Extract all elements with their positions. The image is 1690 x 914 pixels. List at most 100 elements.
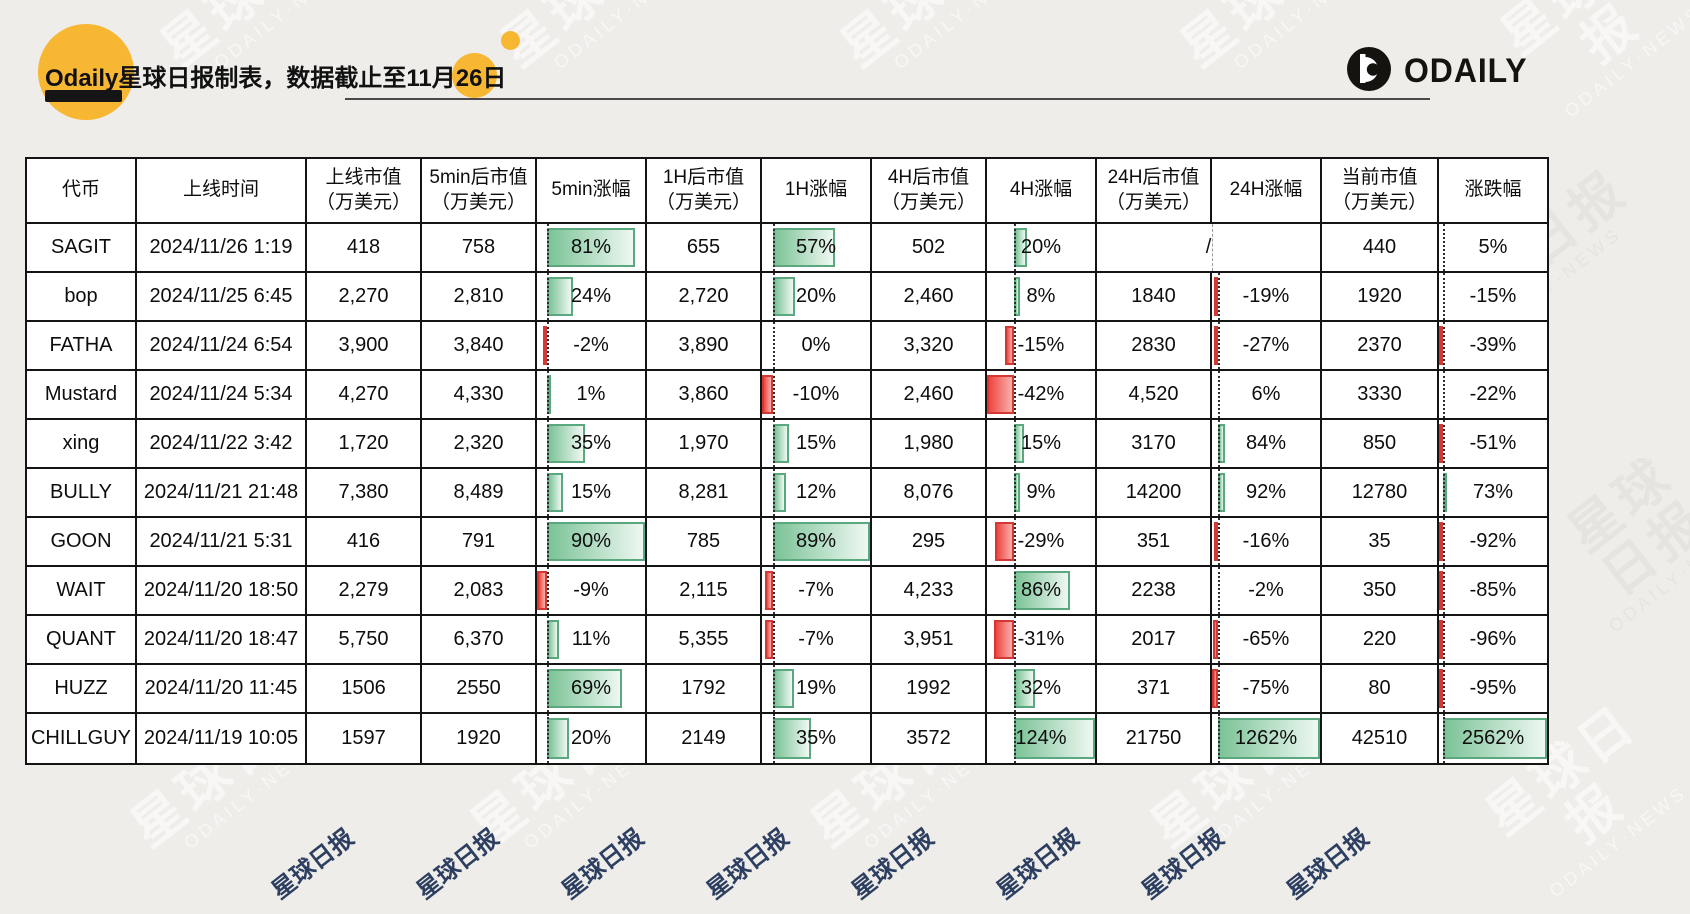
data-bar [1014,718,1095,759]
market-cap-cell: 3,951 [872,616,987,665]
pct-value: -31% [1017,628,1065,650]
market-cap-cell: 6,370 [422,616,537,665]
pct-cell: 6% [1212,371,1322,420]
pct-cell: 20% [987,224,1097,273]
databar-axis-line [1218,567,1221,614]
market-cap-cell: 2017 [1097,616,1212,665]
pct-value: 11% [571,628,611,650]
market-cap-cell: 4,270 [307,371,422,420]
data-bar [1214,326,1219,365]
launch-time-cell: 2024/11/22 3:42 [137,420,307,469]
data-bar [1014,571,1071,610]
databar-axis-line [1442,665,1445,712]
pct-cell: 5% [1439,224,1547,273]
pct-value: -65% [1242,628,1290,650]
column-header: 当前市值 （万美元） [1322,159,1439,224]
databar-axis-line [1442,224,1445,271]
data-bar [1439,669,1443,708]
market-cap-cell: 2370 [1322,322,1439,371]
data-bar [1004,326,1015,365]
pct-cell: 12% [762,469,872,518]
market-cap-cell: 2,460 [872,371,987,420]
market-cap-cell: 502 [872,224,987,273]
data-bar [772,228,836,267]
title-accent-circle [38,24,134,120]
databar-axis-line [1014,567,1017,614]
pct-value: 89% [795,530,837,552]
launch-time-cell: 2024/11/20 18:50 [137,567,307,616]
pct-cell: -15% [1439,273,1547,322]
market-cap-cell: 758 [422,224,537,273]
pct-cell: 86% [987,567,1097,616]
column-header: 代币 [27,159,137,224]
market-cap-cell: 3,900 [307,322,422,371]
pct-cell: -51% [1439,420,1547,469]
databar-axis-line [546,371,549,418]
pct-cell: 89% [762,518,872,567]
market-cap-cell: 3170 [1097,420,1212,469]
databar-axis-line [546,665,549,712]
databar-axis-line [772,469,775,516]
databar-axis-line [772,371,775,418]
databar-axis-line [1014,714,1017,763]
column-header: 上线时间 [137,159,307,224]
pct-value: 24% [570,285,612,307]
pct-cell: -10% [762,371,872,420]
data-bar [762,375,773,414]
pct-value: -29% [1017,530,1065,552]
data-bar [765,571,773,610]
market-cap-cell: 416 [307,518,422,567]
table-header-row: 代币 上线时间 上线市值 （万美元） 5min后市值 （万美元） 5min涨幅 1H后市值… [27,159,1547,224]
market-cap-cell: 850 [1322,420,1439,469]
databar-axis-line [772,322,775,369]
token-name-cell: QUANT [27,616,137,665]
market-cap-cell: 12780 [1322,469,1439,518]
data-bar [765,620,773,659]
accent-dot [501,31,520,50]
pct-value: -27% [1242,334,1290,356]
pct-cell: -19% [1212,273,1322,322]
data-bar [1439,620,1443,659]
page-header: Odaily星球日报制表，数据截止至11月26日 ODAILY [0,0,1690,130]
pct-cell: -95% [1439,665,1547,714]
pct-cell: -39% [1439,322,1547,371]
market-cap-cell: 1840 [1097,273,1212,322]
pct-value: 19% [795,677,837,699]
pct-cell: 1% [537,371,647,420]
databar-axis-line [1014,273,1017,320]
table-row: Mustard 2024/11/24 5:34 4,270 4,330 1% 3,860 -… [27,371,1547,420]
pct-value: -39% [1469,334,1517,356]
databar-axis-line [772,665,775,712]
pct-cell: 1262% [1212,714,1322,763]
market-cap-cell: 2,810 [422,273,537,322]
table-row: HUZZ 2024/11/20 11:45 1506 2550 69% 1792 19% 19… [27,665,1547,714]
databar-axis-line [1218,273,1221,320]
pct-cell: -16% [1212,518,1322,567]
pct-cell: 57% [762,224,872,273]
market-cap-cell: 2,320 [422,420,537,469]
databar-axis-line [1218,665,1221,712]
market-cap-cell: 3,890 [647,322,762,371]
pct-value: -16% [1242,530,1290,552]
market-cap-cell: 371 [1097,665,1212,714]
databar-axis-line [772,567,775,614]
pct-value: 20% [795,285,837,307]
pct-value: 32% [1020,677,1062,699]
token-name-cell: GOON [27,518,137,567]
market-cap-cell: 35 [1322,518,1439,567]
pct-cell: 20% [537,714,647,763]
market-cap-cell: 5,750 [307,616,422,665]
market-cap-cell: 3,860 [647,371,762,420]
pct-cell: -96% [1439,616,1547,665]
pct-value: -2% [1248,579,1284,601]
table-row: CHILLGUY 2024/11/19 10:05 1597 1920 20% 2149 3… [27,714,1547,763]
data-bar [772,718,812,759]
databar-axis-line [1442,469,1445,516]
token-name-cell: CHILLGUY [27,714,137,763]
token-name-cell: bop [27,273,137,322]
market-cap-cell: 3,320 [872,322,987,371]
pct-value: -95% [1469,677,1517,699]
pct-value: 1% [576,383,606,405]
